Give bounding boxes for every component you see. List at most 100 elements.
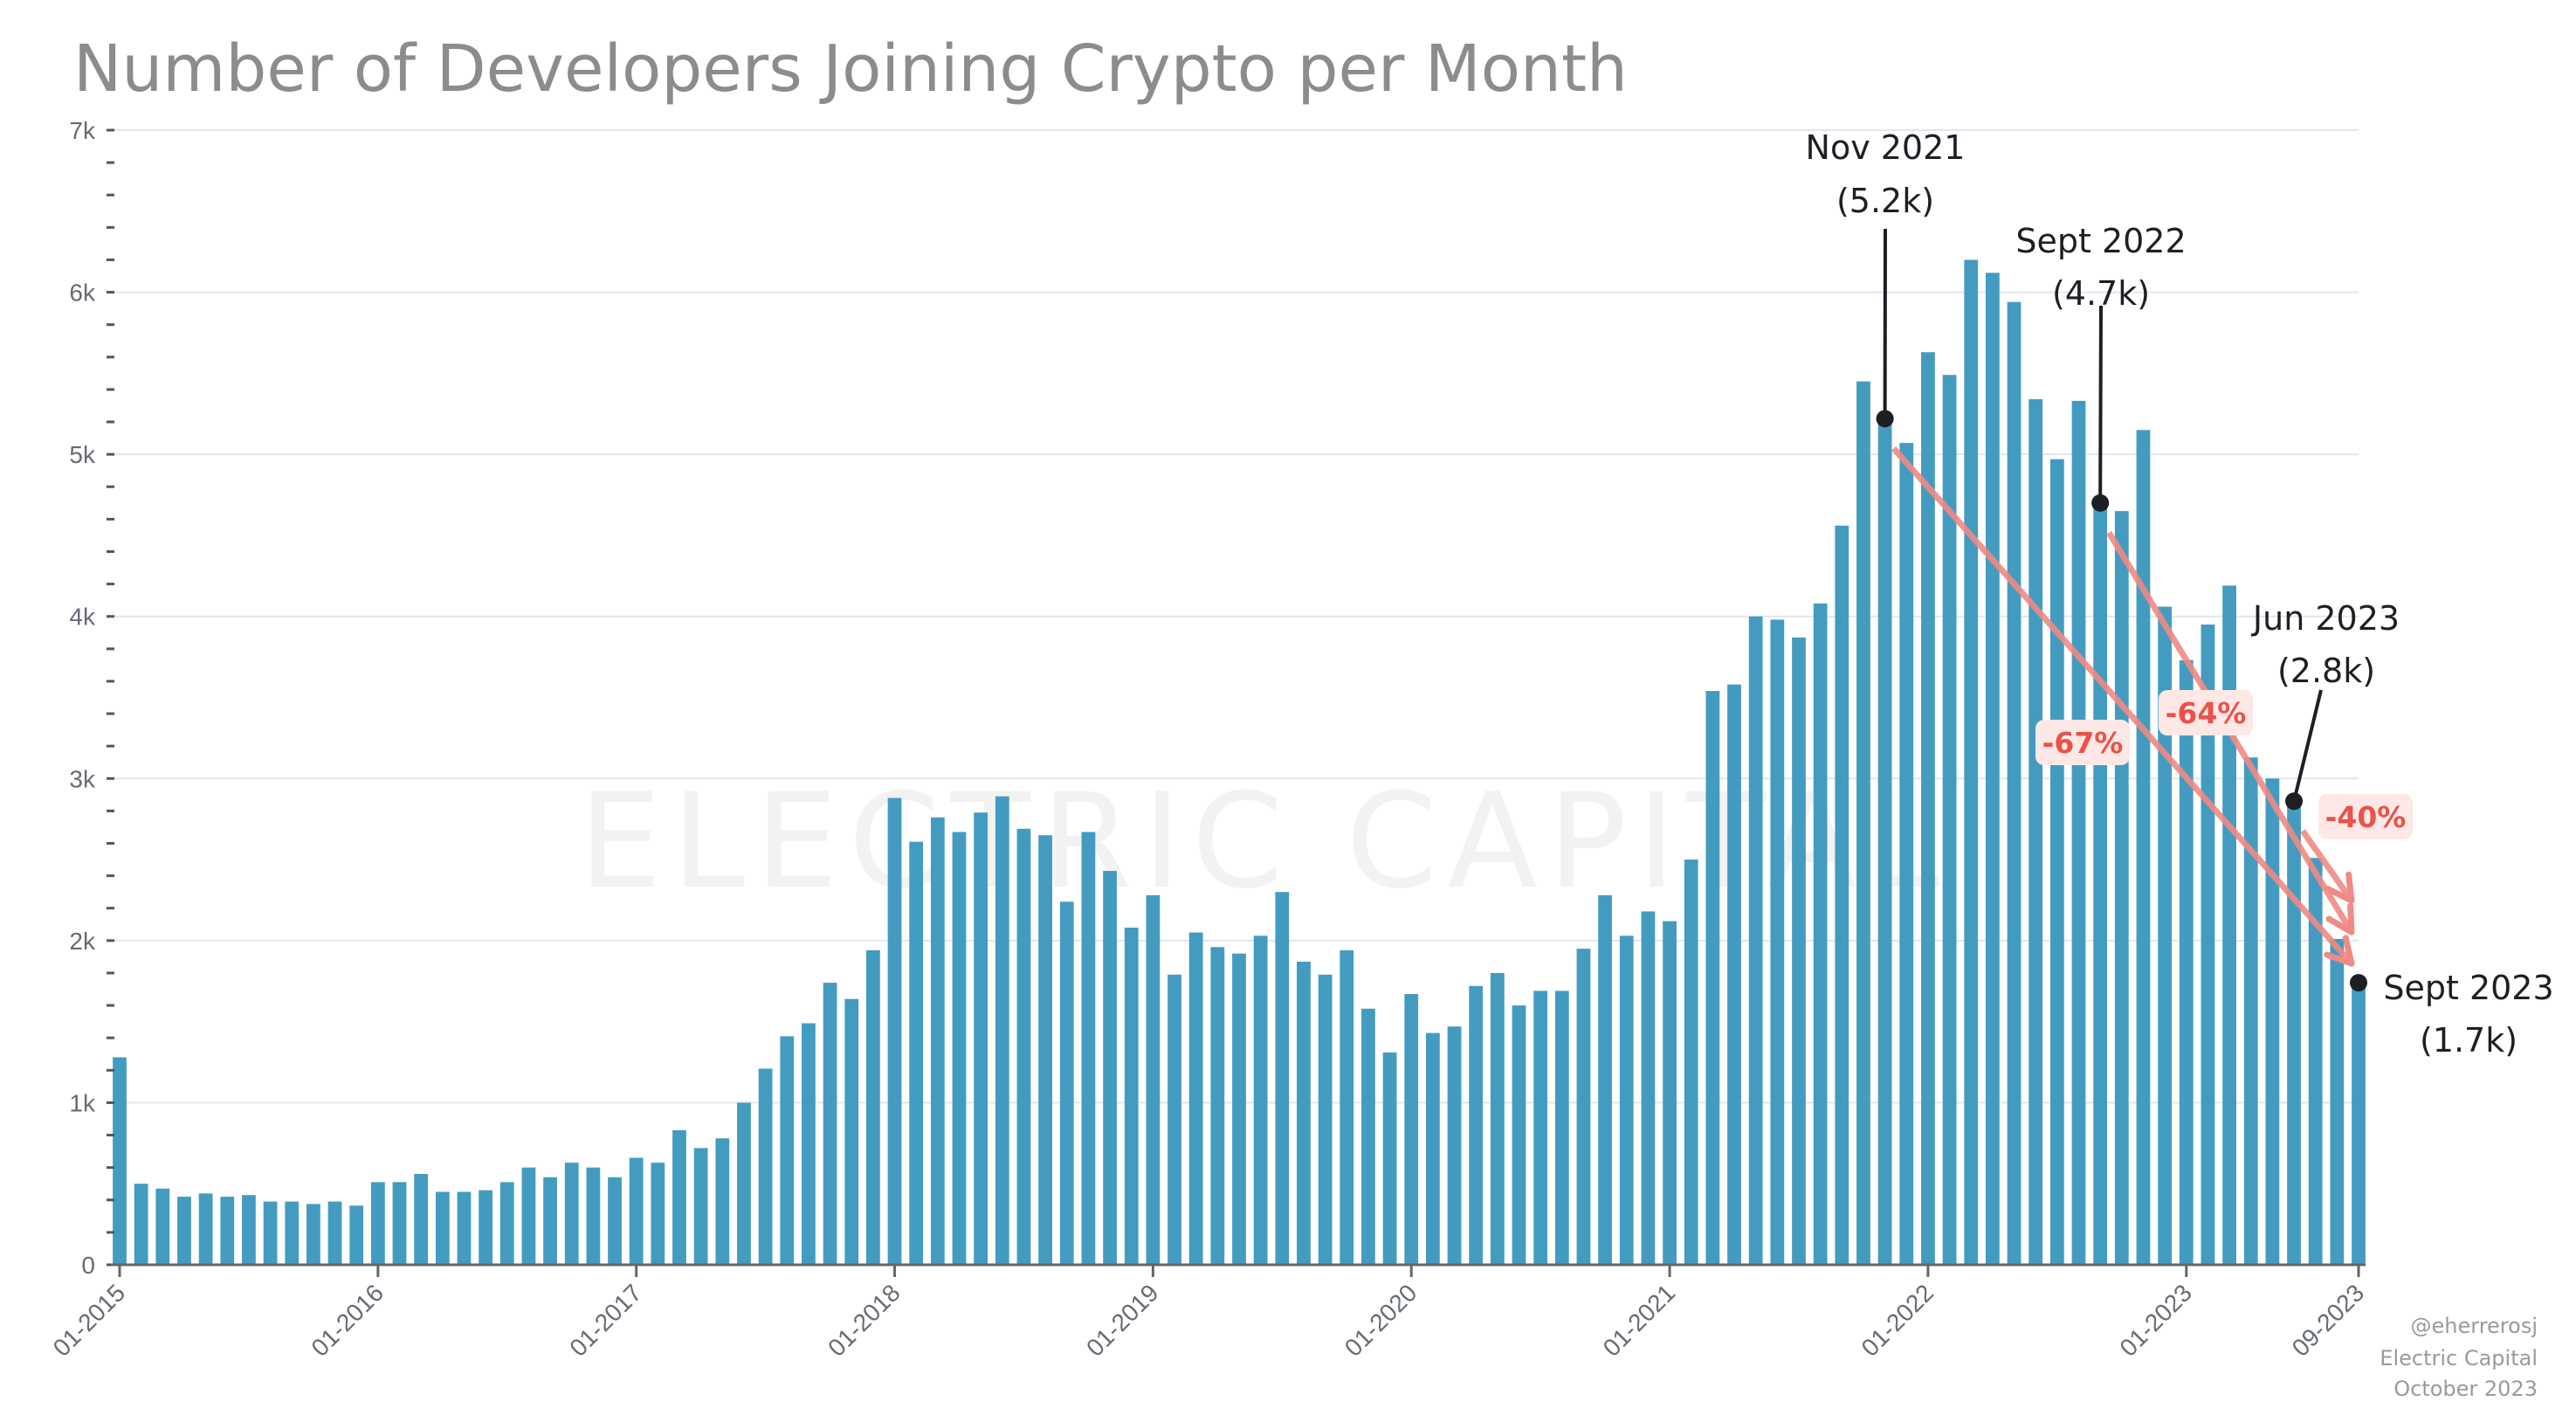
bar xyxy=(2308,858,2323,1265)
annotation-value: (2.8k) xyxy=(2277,652,2375,690)
footer-org: Electric Capital xyxy=(2380,1346,2538,1370)
bar xyxy=(155,1188,170,1265)
bar xyxy=(414,1174,429,1265)
bar xyxy=(2222,585,2236,1265)
bar xyxy=(758,1068,773,1265)
y-tick-label: 2k xyxy=(69,928,96,955)
bar xyxy=(1921,352,1935,1265)
bar xyxy=(844,998,859,1265)
bar xyxy=(693,1148,708,1265)
bar xyxy=(1512,1005,1526,1265)
bar xyxy=(198,1193,213,1265)
footer-handle: @eherrerosj xyxy=(2411,1314,2538,1338)
bars xyxy=(113,259,2366,1266)
bar xyxy=(521,1167,536,1265)
bar xyxy=(737,1102,751,1265)
bar xyxy=(2028,399,2043,1265)
bar xyxy=(370,1182,385,1265)
y-tick-label: 6k xyxy=(69,280,96,307)
footer-date: October 2023 xyxy=(2393,1377,2538,1401)
bar xyxy=(2049,459,2064,1265)
annotation-value: (4.7k) xyxy=(2052,274,2150,313)
callout-line xyxy=(2098,305,2103,503)
bar xyxy=(113,1057,127,1265)
bar xyxy=(1275,892,1290,1265)
bar xyxy=(974,812,988,1265)
annotation-label: Sept 2022 xyxy=(2015,222,2186,260)
bar xyxy=(608,1177,622,1265)
bar xyxy=(220,1197,235,1265)
bar xyxy=(1663,921,1677,1265)
change-label-bg xyxy=(2159,690,2253,735)
bar xyxy=(134,1184,148,1265)
bar xyxy=(479,1190,493,1265)
x-tick-label: 01-2018 xyxy=(823,1279,906,1362)
bar xyxy=(887,797,902,1265)
bar xyxy=(1856,381,1870,1265)
y-tick-label: 1k xyxy=(69,1089,96,1116)
bar xyxy=(586,1167,601,1265)
bar xyxy=(1297,961,1311,1265)
bar xyxy=(564,1163,579,1265)
bar xyxy=(2352,983,2366,1265)
bar xyxy=(457,1191,472,1265)
bar xyxy=(1813,603,1828,1265)
bar xyxy=(1425,1032,1440,1265)
bar xyxy=(1598,894,1613,1265)
bar xyxy=(1705,691,1720,1265)
bar xyxy=(1964,259,1979,1265)
bar xyxy=(930,817,945,1265)
bar xyxy=(823,983,837,1265)
bar xyxy=(2114,511,2129,1265)
bar xyxy=(1899,443,1914,1266)
bar xyxy=(1770,619,1785,1265)
change-arrow xyxy=(1891,445,2354,966)
bar xyxy=(1404,994,1419,1265)
bar xyxy=(780,1036,795,1265)
bar xyxy=(715,1138,730,1265)
bar xyxy=(1533,991,1548,1265)
bar xyxy=(1576,949,1591,1265)
bar xyxy=(1188,932,1203,1265)
bar xyxy=(1059,901,1074,1265)
bar xyxy=(1016,828,1031,1265)
bar xyxy=(1469,985,1484,1265)
bar xyxy=(1641,911,1656,1265)
bar xyxy=(1490,972,1505,1265)
bar xyxy=(629,1157,644,1265)
gridlines xyxy=(113,129,2359,1104)
bar xyxy=(349,1205,364,1265)
bar xyxy=(435,1191,450,1265)
bar xyxy=(1081,832,1096,1265)
arrow-head-icon xyxy=(2325,902,2355,935)
bar xyxy=(2243,757,2258,1265)
bar xyxy=(263,1201,278,1265)
bar xyxy=(995,796,1009,1265)
chart-title: Number of Developers Joining Crypto per … xyxy=(73,31,1628,107)
bar xyxy=(1447,1026,1462,1265)
bar xyxy=(2287,801,2301,1265)
bar xyxy=(1792,637,1806,1265)
data-point-marker xyxy=(2285,792,2304,811)
change-label: -67% xyxy=(2042,726,2124,760)
bar xyxy=(1232,953,1246,1265)
bar xyxy=(177,1197,191,1265)
bar xyxy=(1253,935,1268,1265)
bar xyxy=(1554,991,1569,1265)
bar xyxy=(1124,928,1139,1265)
x-tick-label: 01-2017 xyxy=(564,1279,647,1362)
bar xyxy=(306,1204,320,1265)
bar xyxy=(1748,616,1763,1265)
arrow-head-icon xyxy=(2324,935,2355,967)
bar xyxy=(2330,939,2345,1265)
bar xyxy=(1684,859,1698,1265)
bar xyxy=(1382,1052,1397,1265)
arrow-head-icon xyxy=(2325,871,2355,904)
bar xyxy=(1146,894,1161,1265)
bar xyxy=(865,949,880,1265)
annotation-value: (5.2k) xyxy=(1836,182,1934,220)
x-tick-label: 01-2023 xyxy=(2114,1279,2197,1362)
bar xyxy=(952,832,967,1265)
bar xyxy=(327,1201,342,1265)
